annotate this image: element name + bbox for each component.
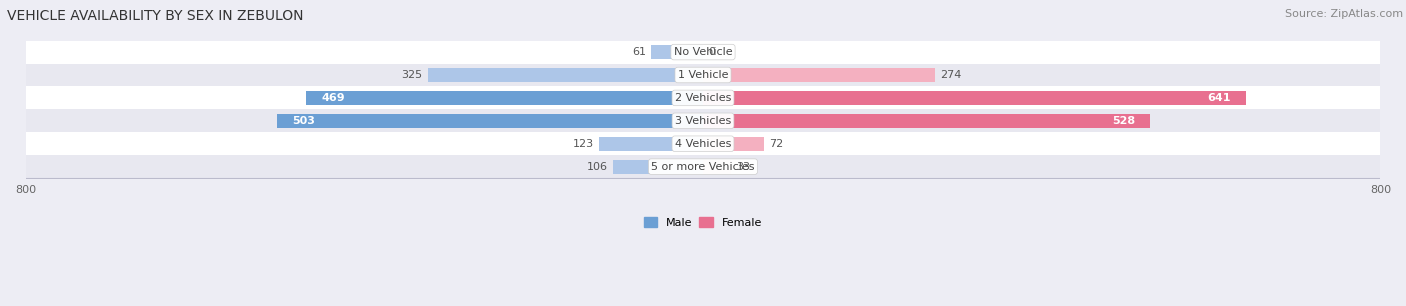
Bar [25,109,1381,132]
Bar [703,91,1246,105]
Text: 72: 72 [769,139,783,149]
Text: No Vehicle: No Vehicle [673,47,733,57]
Bar [25,155,1381,178]
Text: 0: 0 [709,47,716,57]
Text: 528: 528 [1112,116,1135,126]
Text: 641: 641 [1208,93,1230,103]
Bar [651,45,703,59]
Text: 61: 61 [633,47,647,57]
Text: VEHICLE AVAILABILITY BY SEX IN ZEBULON: VEHICLE AVAILABILITY BY SEX IN ZEBULON [7,9,304,23]
Bar [25,132,1381,155]
Bar [703,68,935,82]
Text: 33: 33 [735,162,749,172]
Text: 5 or more Vehicles: 5 or more Vehicles [651,162,755,172]
Bar [25,87,1381,109]
Text: Source: ZipAtlas.com: Source: ZipAtlas.com [1285,9,1403,19]
Bar [599,136,703,151]
Text: 1 Vehicle: 1 Vehicle [678,70,728,80]
Text: 503: 503 [292,116,315,126]
Text: 123: 123 [572,139,593,149]
Bar [703,114,1150,128]
Bar [277,114,703,128]
Text: 106: 106 [588,162,609,172]
Text: 4 Vehicles: 4 Vehicles [675,139,731,149]
Text: 469: 469 [321,93,344,103]
Bar [613,159,703,174]
Text: 274: 274 [941,70,962,80]
Legend: Male, Female: Male, Female [640,213,766,232]
Bar [307,91,703,105]
Bar [25,41,1381,64]
Bar [703,159,731,174]
Text: 3 Vehicles: 3 Vehicles [675,116,731,126]
Bar [25,64,1381,87]
Bar [703,136,763,151]
Text: 2 Vehicles: 2 Vehicles [675,93,731,103]
Text: 325: 325 [402,70,423,80]
Bar [427,68,703,82]
